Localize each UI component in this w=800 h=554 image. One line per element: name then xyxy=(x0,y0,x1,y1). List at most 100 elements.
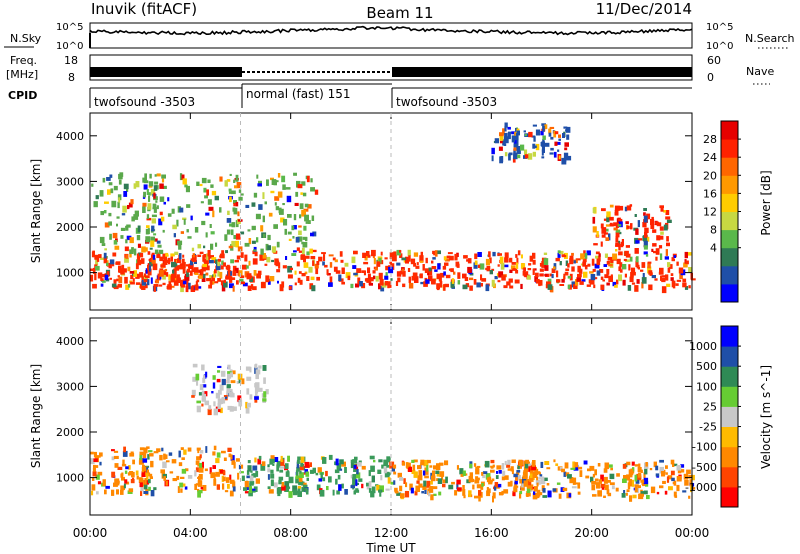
velocity-cell-0 xyxy=(120,489,124,495)
power-cell-0 xyxy=(366,252,369,258)
power-cell-0 xyxy=(182,254,185,258)
power-cell-0 xyxy=(191,255,197,262)
velocity-cell-1 xyxy=(297,491,302,497)
velocity-cell-0 xyxy=(92,471,97,477)
power-cell-2 xyxy=(541,156,545,159)
power-cell-3 xyxy=(637,220,640,228)
velocity-cell-0 xyxy=(227,447,232,452)
velocity-cell-2 xyxy=(591,481,597,485)
velocity-cell-0 xyxy=(125,466,129,470)
velocity-cell-3 xyxy=(203,375,206,378)
velocity-cell-3 xyxy=(262,365,267,371)
power-cell-1 xyxy=(267,234,271,241)
power-cell-1 xyxy=(149,173,152,179)
power-cell-0 xyxy=(303,258,306,263)
velocity-cell-1 xyxy=(298,480,304,486)
power-cell-0 xyxy=(359,281,363,287)
velocity-cell-0 xyxy=(187,475,193,479)
power-cell-0 xyxy=(94,254,99,260)
power-cell-2 xyxy=(524,149,528,157)
power-cell-2 xyxy=(544,124,548,130)
velocity-cell-2 xyxy=(430,494,434,501)
power-cell-1 xyxy=(203,187,207,193)
nave-label: Nave xyxy=(746,65,774,78)
power-cell-1 xyxy=(281,175,286,183)
power-cell-2 xyxy=(548,132,552,137)
velocity-cell-0 xyxy=(164,454,168,459)
velocity-cell-1 xyxy=(270,469,274,474)
power-cell-0 xyxy=(375,275,379,282)
velocity-cell-1 xyxy=(271,458,275,464)
velocity-cell-2 xyxy=(418,483,423,488)
velocity-cell-1 xyxy=(246,470,250,475)
power-cell-1 xyxy=(177,240,183,245)
velocity-cell-2 xyxy=(476,484,482,489)
power-cell-1 xyxy=(111,200,117,208)
power-cell-1 xyxy=(146,214,150,219)
velocity-cell-0 xyxy=(153,487,157,491)
power-cell-0 xyxy=(239,275,245,278)
power-cell-3 xyxy=(658,245,663,249)
power-cell-3 xyxy=(609,216,614,221)
power-cell-0 xyxy=(553,266,556,270)
velocity-cell-2 xyxy=(462,485,465,491)
power-cell-3 xyxy=(603,218,608,221)
power-cell-1 xyxy=(137,225,141,233)
power-cell-0 xyxy=(569,273,573,281)
power-cell-1 xyxy=(255,213,261,220)
velocity-cell-2 xyxy=(513,487,518,493)
power-cell-3 xyxy=(618,205,624,211)
power-cell-0 xyxy=(584,253,588,259)
power-cell-1 xyxy=(154,238,158,242)
power-cell-1 xyxy=(209,224,212,228)
power-cell-1 xyxy=(146,225,150,229)
velocity-cell-2 xyxy=(492,492,496,499)
velocity-cell-2 xyxy=(492,495,494,503)
power-cell-0 xyxy=(666,283,671,287)
power-cell-1 xyxy=(295,236,300,243)
power-cell-1 xyxy=(235,201,239,207)
power-cell-1 xyxy=(271,246,277,253)
power-cell-1 xyxy=(155,200,158,203)
power-cell-1 xyxy=(178,244,182,250)
power-cell-0 xyxy=(457,272,461,279)
velocity-cell-3 xyxy=(265,389,269,395)
power-cell-0 xyxy=(618,251,623,256)
power-cell-3 xyxy=(644,227,649,233)
power-cell-0 xyxy=(106,262,109,266)
power-cell-0 xyxy=(217,278,221,282)
velocity-cell-2 xyxy=(626,474,631,481)
power-cell-1 xyxy=(118,197,121,203)
power-cell-0 xyxy=(363,261,369,265)
power-cell-0 xyxy=(549,273,553,277)
velocity-cell-2 xyxy=(653,461,657,468)
velocity-cell-0 xyxy=(222,470,226,476)
power-cell-1 xyxy=(127,205,130,210)
velocity-cell-2 xyxy=(540,461,544,468)
power-cell-3 xyxy=(625,221,629,225)
velocity-cell-3 xyxy=(263,391,267,398)
power-cell-3 xyxy=(637,238,643,241)
velocity-cell-2 xyxy=(513,473,518,478)
velocity-cell-3 xyxy=(249,394,253,400)
velocity-cell-1 xyxy=(383,467,388,474)
power-cell-0 xyxy=(378,272,383,280)
velocity-colorbar-label: Velocity [m s^-1] xyxy=(759,365,773,469)
power-cell-1 xyxy=(159,183,164,189)
velocity-cell-0 xyxy=(213,445,217,451)
velocity-cell-0 xyxy=(122,459,125,467)
power-cell-0 xyxy=(411,275,416,281)
power-cell-3 xyxy=(644,232,648,238)
power-cell-2 xyxy=(507,126,511,130)
velocity-cell-2 xyxy=(604,484,609,491)
velocity-cell-2 xyxy=(501,463,505,470)
velocity-cell-1 xyxy=(258,455,262,460)
power-cell-0 xyxy=(399,272,403,275)
velocity-colorbar-swatch-2 xyxy=(721,446,738,468)
power-cell-1 xyxy=(200,201,204,204)
power-cell-0 xyxy=(451,278,455,284)
power-cell-0 xyxy=(667,267,671,273)
velocity-colorbar-tick-label-3: 25 xyxy=(703,400,717,413)
velocity-cell-0 xyxy=(230,454,233,460)
power-cell-0 xyxy=(304,255,310,259)
